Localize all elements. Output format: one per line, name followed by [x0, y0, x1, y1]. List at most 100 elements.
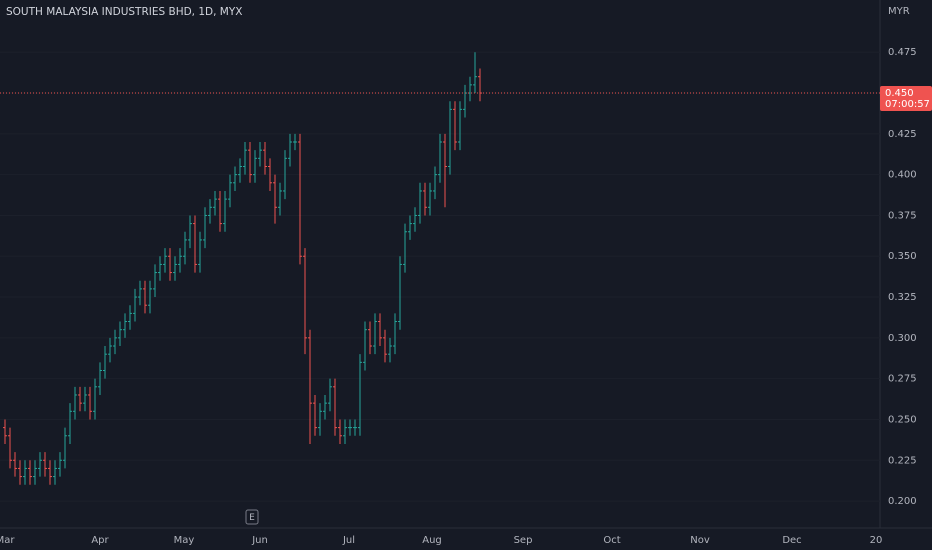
- ohlc-bar: [108, 337, 112, 363]
- ohlc-bar: [93, 378, 97, 420]
- y-tick-label: 0.275: [888, 374, 917, 385]
- y-tick-label: 0.350: [888, 251, 917, 262]
- ohlc-bar: [183, 231, 187, 265]
- ohlc-bar: [448, 101, 452, 175]
- ohlc-bar: [303, 248, 307, 355]
- ohlc-bar: [88, 386, 92, 420]
- ohlc-bar: [208, 199, 212, 224]
- ohlc-bar: [438, 133, 442, 183]
- ohlc-bar: [238, 158, 242, 183]
- ohlc-bar: [188, 215, 192, 249]
- y-tick-label: 0.225: [888, 455, 917, 466]
- ohlc-bar: [223, 190, 227, 232]
- ohlc-bar: [83, 386, 87, 412]
- ohlc-bar: [283, 150, 287, 200]
- ohlc-bar: [443, 133, 447, 208]
- ohlc-bar: [233, 166, 237, 191]
- ohlc-bar: [263, 141, 267, 175]
- ohlc-bar: [388, 337, 392, 363]
- ohlc-bar: [248, 141, 252, 183]
- y-tick-label: 0.200: [888, 496, 917, 507]
- ohlc-bar: [298, 133, 302, 265]
- ohlc-bar: [278, 182, 282, 216]
- ohlc-bar: [333, 378, 337, 436]
- ohlc-bar: [98, 362, 102, 395]
- ohlc-bar: [348, 419, 352, 436]
- ohlc-bar: [228, 174, 232, 208]
- ohlc-bar: [383, 329, 387, 363]
- ohlc-bar: [253, 150, 257, 183]
- ohlc-bar: [403, 223, 407, 273]
- ohlc-bar: [143, 280, 147, 314]
- y-tick-label: 0.400: [888, 170, 917, 181]
- ohlc-bar: [28, 460, 32, 485]
- ohlc-bar: [123, 313, 127, 338]
- ohlc-bar: [393, 313, 397, 355]
- ohlc-bar: [113, 329, 117, 355]
- event-marker-box: [245, 509, 259, 525]
- x-tick-label: Sep: [514, 535, 533, 546]
- x-tick-label: Jun: [251, 535, 268, 546]
- ohlc-bar: [363, 321, 367, 371]
- ohlc-bar: [453, 101, 457, 151]
- ohlc-bar: [328, 378, 332, 412]
- ohlc-bar: [458, 101, 462, 151]
- y-tick-label: 0.475: [888, 47, 917, 58]
- ohlc-bar: [158, 256, 162, 281]
- x-tick-label: Dec: [782, 535, 801, 546]
- ohlc-bar: [3, 419, 7, 444]
- y-tick-label: 0.250: [888, 414, 917, 425]
- ohlc-bar: [413, 207, 417, 232]
- ohlc-bar: [38, 452, 42, 477]
- event-marker: E: [249, 513, 255, 523]
- ohlc-bar: [353, 419, 357, 436]
- chart-title: SOUTH MALAYSIA INDUSTRIES BHD, 1D, MYX: [6, 6, 242, 18]
- ohlc-bar: [323, 394, 327, 420]
- ohlc-bar: [128, 305, 132, 330]
- y-tick-label: 0.300: [888, 333, 917, 344]
- ohlc-bar: [378, 313, 382, 347]
- x-tick-label: Jul: [342, 535, 355, 546]
- ohlc-bar: [13, 452, 17, 477]
- ohlc-bar: [33, 460, 37, 485]
- ohlc-bar: [18, 460, 22, 485]
- ohlc-bar: [423, 182, 427, 216]
- ohlc-bar: [203, 207, 207, 249]
- ohlc-bar: [308, 329, 312, 444]
- ohlc-bar: [198, 231, 202, 273]
- ohlc-bar: [68, 403, 72, 444]
- ohlc-bar: [58, 452, 62, 477]
- ohlc-bar: [63, 427, 67, 469]
- ohlc-bar: [23, 460, 27, 485]
- ohlc-bar: [268, 158, 272, 191]
- ohlc-bar: [373, 313, 377, 355]
- ohlc-bar: [138, 280, 142, 306]
- ohlc-bar: [148, 280, 152, 314]
- ohlc-bar: [8, 427, 12, 469]
- ohlc-bar: [293, 133, 297, 151]
- x-tick-label: May: [174, 535, 195, 546]
- ohlc-bar: [178, 248, 182, 273]
- x-tick-label: Aug: [422, 535, 442, 546]
- y-tick-label: 0.325: [888, 292, 917, 303]
- ohlc-bar: [398, 256, 402, 330]
- ohlc-bar: [103, 346, 107, 379]
- ohlc-bar: [408, 215, 412, 240]
- currency-label: MYR: [888, 6, 910, 17]
- ohlc-bar: [288, 133, 292, 167]
- ohlc-bar: [213, 190, 217, 216]
- y-tick-label: 0.375: [888, 210, 917, 221]
- ohlc-bar: [318, 403, 322, 436]
- ohlc-bar: [173, 256, 177, 281]
- ohlc-bar: [73, 386, 77, 420]
- ohlc-bar: [433, 166, 437, 200]
- ohlc-bar: [118, 321, 122, 347]
- ohlc-bar: [153, 264, 157, 298]
- ohlc-bar: [193, 215, 197, 273]
- ohlc-bar: [168, 248, 172, 281]
- ohlc-bar: [273, 174, 277, 224]
- ohlc-bar: [163, 248, 167, 273]
- ohlc-bar: [338, 419, 342, 444]
